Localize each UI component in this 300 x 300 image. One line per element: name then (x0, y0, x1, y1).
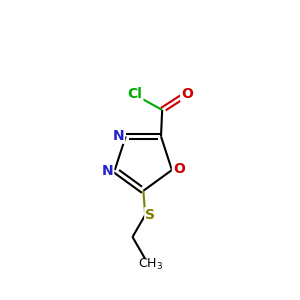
Text: O: O (181, 87, 193, 101)
Text: N: N (102, 164, 113, 178)
Text: N: N (112, 129, 124, 143)
Text: CH$_3$: CH$_3$ (138, 257, 164, 272)
Text: S: S (145, 208, 155, 222)
Text: O: O (173, 162, 185, 176)
Text: Cl: Cl (128, 87, 142, 101)
